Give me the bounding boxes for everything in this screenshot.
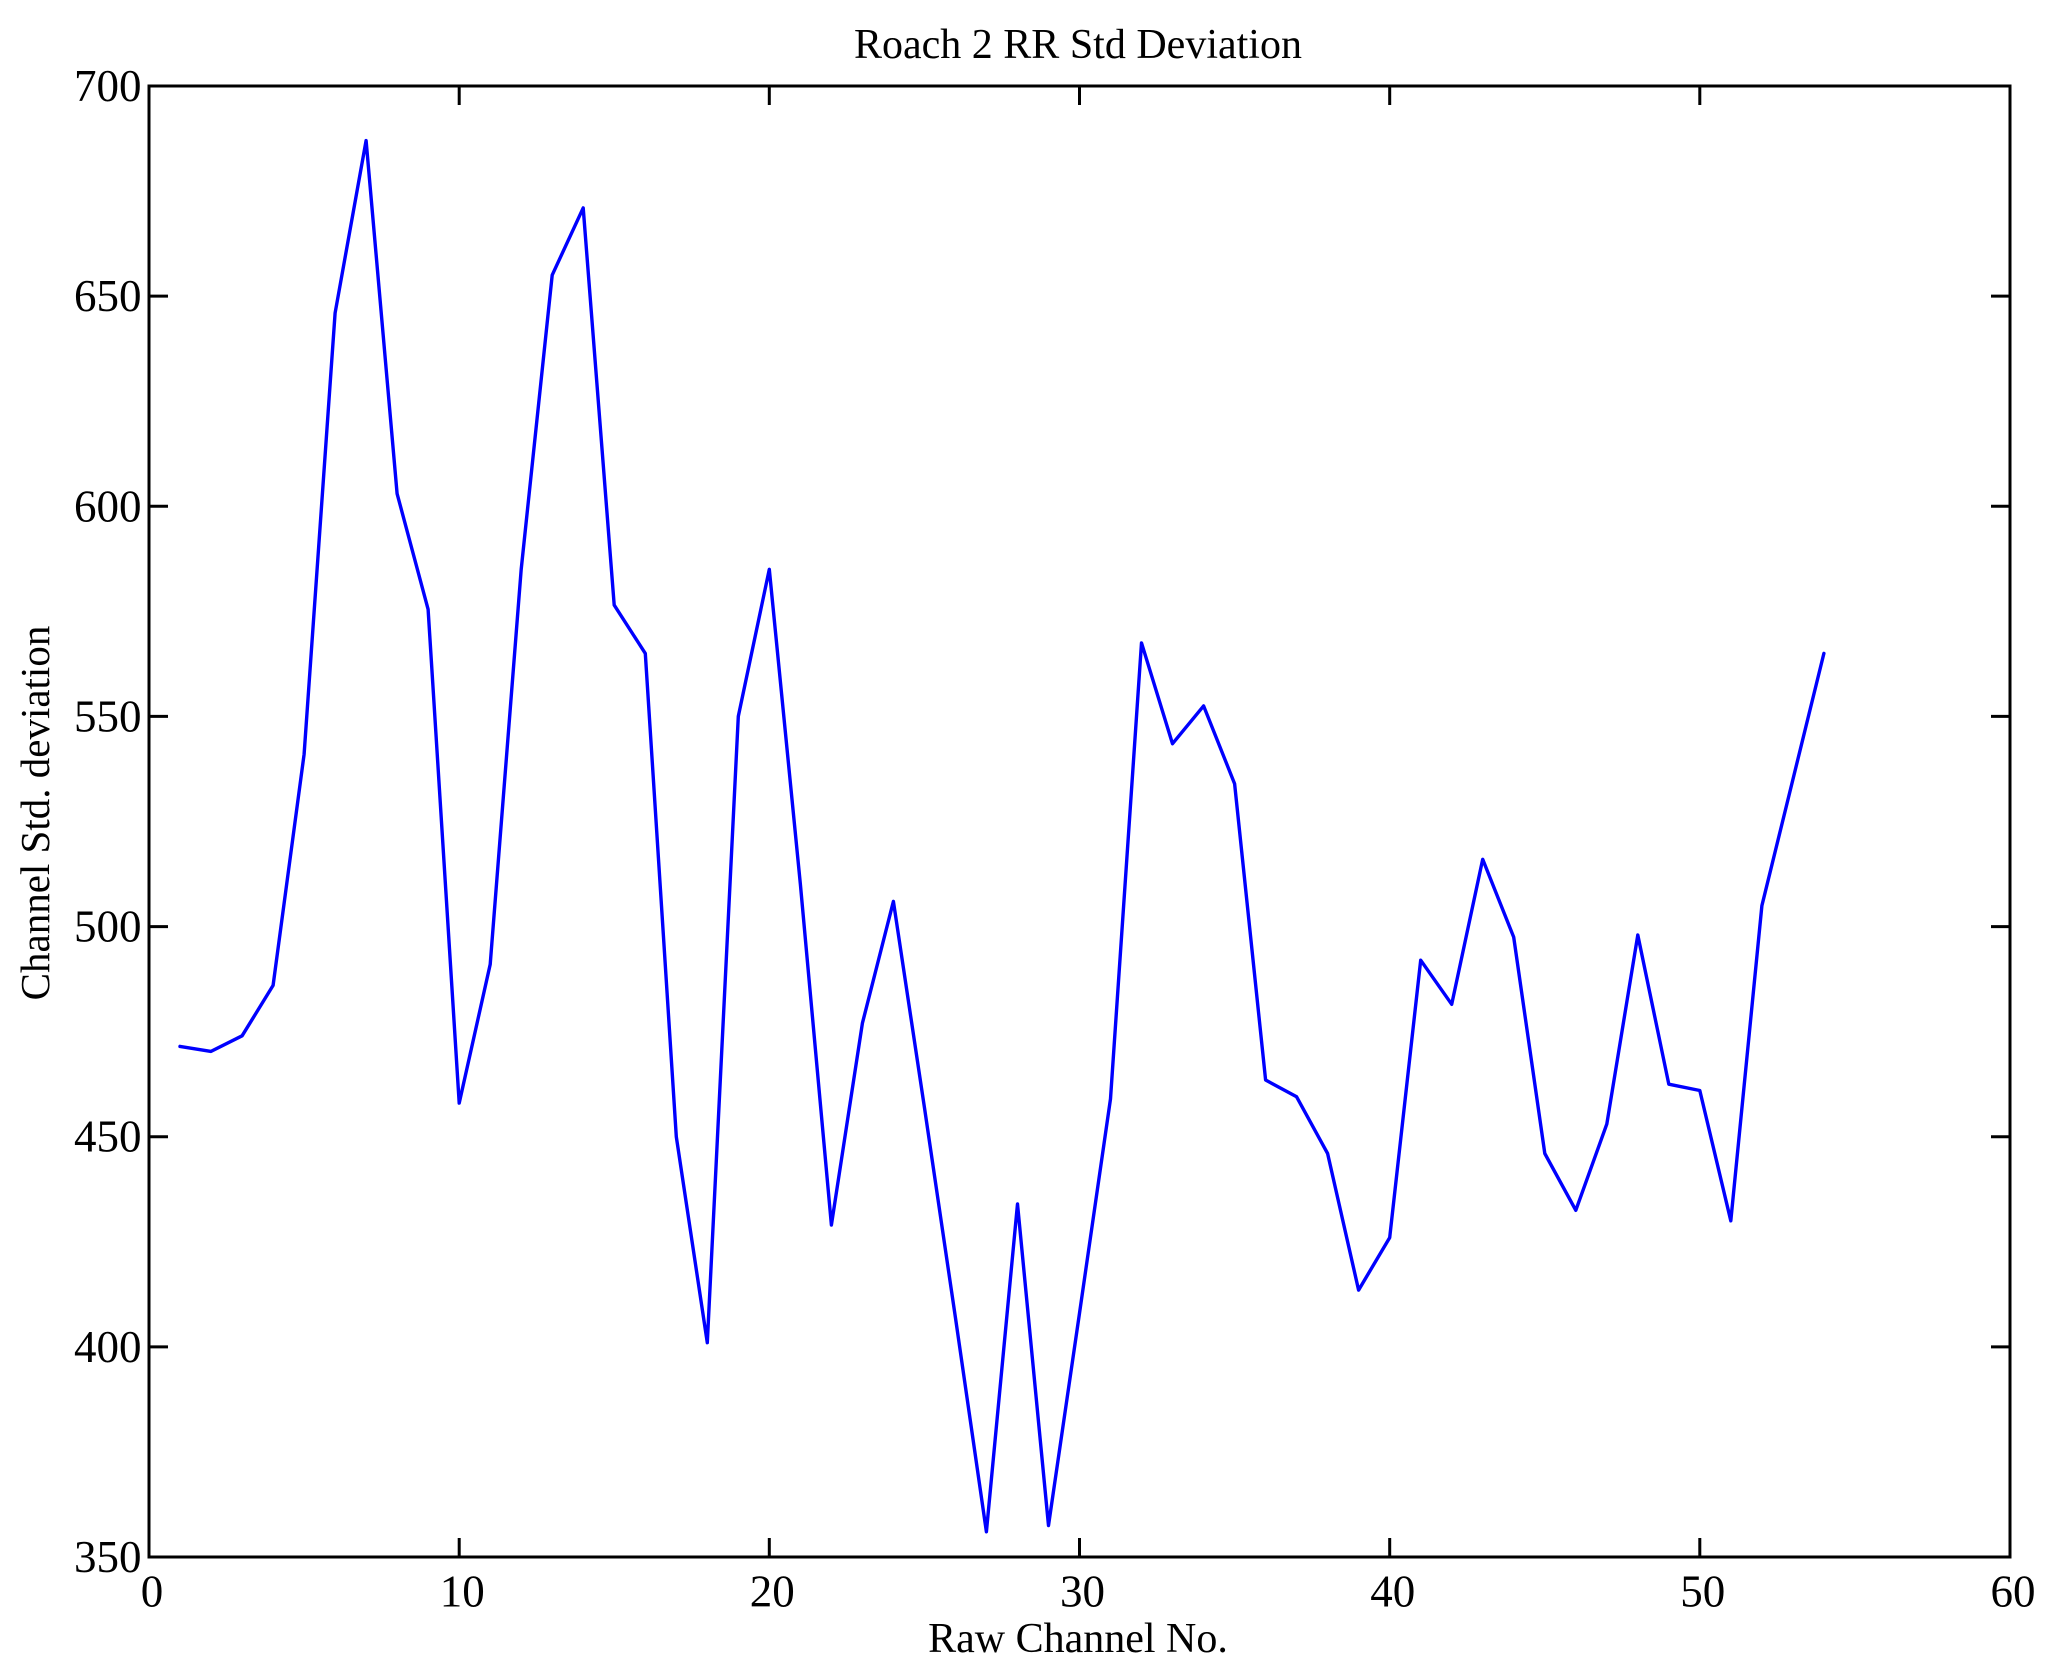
svg-text:40: 40: [1370, 1567, 1415, 1617]
svg-text:400: 400: [74, 1322, 142, 1372]
svg-text:Raw Channel No.: Raw Channel No.: [928, 1616, 1228, 1662]
svg-text:700: 700: [74, 61, 142, 111]
svg-text:600: 600: [74, 481, 142, 531]
svg-text:20: 20: [750, 1567, 795, 1617]
svg-text:60: 60: [1991, 1567, 2036, 1617]
svg-text:550: 550: [74, 691, 142, 741]
svg-text:450: 450: [74, 1112, 142, 1162]
svg-text:500: 500: [74, 902, 142, 952]
svg-text:350: 350: [74, 1532, 142, 1582]
svg-text:650: 650: [74, 271, 142, 321]
svg-text:10: 10: [440, 1567, 485, 1617]
svg-text:Channel Std. deviation: Channel Std. deviation: [12, 626, 58, 1001]
svg-text:30: 30: [1060, 1567, 1105, 1617]
svg-text:0: 0: [141, 1567, 164, 1617]
svg-text:Roach 2 RR Std Deviation: Roach 2 RR Std Deviation: [854, 22, 1302, 68]
svg-text:50: 50: [1680, 1567, 1725, 1617]
